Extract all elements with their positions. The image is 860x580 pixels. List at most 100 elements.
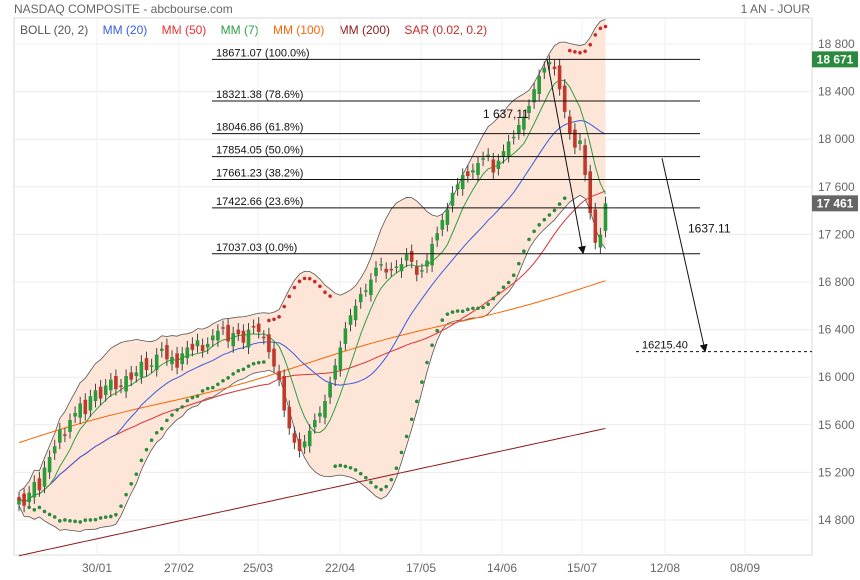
candle-body	[313, 420, 317, 428]
candle-body	[358, 293, 363, 303]
candle-body	[578, 140, 582, 144]
sar-dot	[593, 33, 598, 37]
x-tick-label: 15/07	[567, 561, 597, 575]
y-tick-label: 18 000	[818, 132, 855, 146]
y-tick-label: 18 400	[818, 85, 855, 99]
target-arrow	[661, 158, 708, 353]
sar-dot	[481, 305, 485, 310]
fib-label: 18321.38 (78.6%)	[216, 89, 303, 101]
candle-body	[282, 376, 286, 411]
indicator-legend: BOLL (20, 2) MM (20) MM (50) MM (7) MM (…	[20, 23, 498, 37]
period-label[interactable]: 1 AN - JOUR	[740, 2, 810, 16]
sar-dot	[93, 517, 98, 522]
sar-dot	[216, 382, 220, 387]
y-tick-label: 18 800	[818, 37, 855, 51]
candle-body	[537, 76, 541, 94]
candle-body	[568, 116, 572, 134]
legend-mm200[interactable]: MM (200)	[338, 23, 391, 37]
candle-body	[598, 234, 603, 248]
sar-dot	[399, 450, 404, 455]
sar-dot	[297, 279, 302, 284]
candle-body	[251, 326, 256, 328]
candle-body	[256, 323, 261, 332]
candle-body	[267, 334, 271, 353]
sar-dot	[527, 237, 531, 242]
sar-dot	[471, 306, 475, 311]
candle-body	[583, 145, 587, 175]
sar-dot	[430, 343, 434, 348]
candle-body	[557, 65, 562, 90]
candle-body	[323, 401, 327, 418]
legend-mm100[interactable]: MM (100)	[272, 23, 325, 37]
sar-dot	[160, 426, 164, 431]
y-tick-label: 16 400	[818, 323, 855, 337]
candle-body	[379, 264, 383, 266]
sar-dot	[409, 417, 414, 422]
candle-body	[399, 264, 404, 272]
x-tick-label: 17/05	[406, 561, 436, 575]
sar-dot	[328, 294, 332, 298]
sar-dot	[435, 328, 440, 333]
candle-body	[42, 467, 47, 487]
candle-body	[547, 61, 552, 65]
candle-body	[481, 158, 485, 160]
candle-body	[154, 354, 159, 371]
sar-dot	[190, 395, 195, 400]
sar-dot	[139, 458, 144, 463]
candle-body	[486, 154, 490, 157]
sar-dot	[420, 380, 424, 384]
legend-mm50[interactable]: MM (50)	[161, 23, 207, 37]
sar-dot	[88, 518, 93, 522]
legend-boll[interactable]: BOLL (20, 2)	[20, 23, 89, 37]
candle-body	[139, 361, 144, 378]
candle-body	[420, 270, 424, 272]
sar-dot	[287, 294, 292, 299]
candle-body	[501, 151, 506, 158]
sar-dot	[63, 518, 67, 522]
sar-dot	[353, 468, 358, 472]
candle-body	[160, 348, 164, 352]
sar-dot	[486, 302, 491, 307]
candle-body	[496, 160, 501, 169]
candle-body	[144, 358, 149, 371]
candle-body	[27, 492, 31, 503]
candle-body	[47, 456, 52, 473]
candle-body	[522, 116, 526, 130]
sar-dot	[231, 372, 235, 376]
candle-body	[603, 203, 608, 231]
sar-dot	[83, 518, 88, 522]
sar-dot	[154, 430, 159, 435]
legend-sar[interactable]: SAR (0.02, 0.2)	[404, 23, 488, 37]
x-tick-label: 22/04	[325, 561, 355, 575]
sar-dot	[114, 512, 118, 517]
fib-move-arrow	[546, 59, 586, 255]
candle-body	[190, 343, 195, 350]
x-tick-label: 14/06	[487, 561, 517, 575]
candle-body	[272, 348, 276, 367]
candle-body	[318, 412, 322, 417]
bollinger-lower	[18, 194, 606, 532]
candle-body	[175, 353, 179, 368]
candle-body	[119, 385, 123, 388]
candle-body	[63, 434, 67, 436]
sar-dot	[195, 394, 200, 398]
sar-dot	[557, 202, 562, 206]
y-tick-label: 15 600	[818, 418, 855, 432]
candle-body	[114, 376, 118, 390]
sar-dot	[180, 405, 184, 409]
candle-body	[211, 335, 215, 341]
candle-body	[98, 386, 103, 399]
candle-body	[542, 67, 547, 73]
sar-dot	[491, 296, 496, 301]
candle-body	[32, 481, 37, 498]
price-tag-label: 17 461	[817, 196, 854, 210]
sar-dot	[256, 360, 261, 365]
legend-mm7[interactable]: MM (7)	[220, 23, 259, 37]
sar-dot	[149, 438, 154, 443]
legend-mm20[interactable]: MM (20)	[102, 23, 148, 37]
y-tick-label: 15 200	[818, 465, 855, 479]
plot-frame	[13, 17, 813, 556]
price-tag	[812, 51, 858, 68]
candle-body	[231, 333, 235, 347]
